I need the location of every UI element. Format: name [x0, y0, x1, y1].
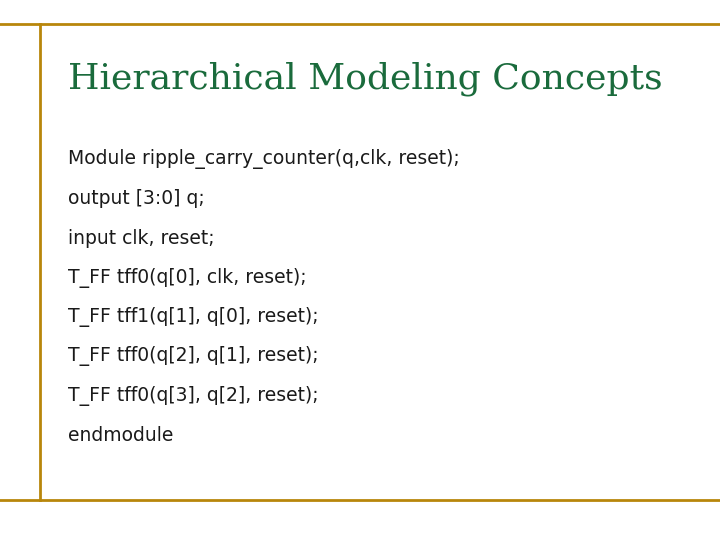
Text: T_FF tff1(q[1], q[0], reset);: T_FF tff1(q[1], q[0], reset);: [68, 307, 319, 327]
Text: Module ripple_carry_counter(q,clk, reset);: Module ripple_carry_counter(q,clk, reset…: [68, 149, 460, 170]
Text: T_FF tff0(q[0], clk, reset);: T_FF tff0(q[0], clk, reset);: [68, 267, 307, 288]
Text: T_FF tff0(q[2], q[1], reset);: T_FF tff0(q[2], q[1], reset);: [68, 346, 319, 367]
Text: T_FF tff0(q[3], q[2], reset);: T_FF tff0(q[3], q[2], reset);: [68, 386, 319, 406]
Text: output [3:0] q;: output [3:0] q;: [68, 189, 205, 208]
Text: input clk, reset;: input clk, reset;: [68, 228, 215, 248]
Text: endmodule: endmodule: [68, 426, 174, 445]
Text: Hierarchical Modeling Concepts: Hierarchical Modeling Concepts: [68, 61, 663, 96]
